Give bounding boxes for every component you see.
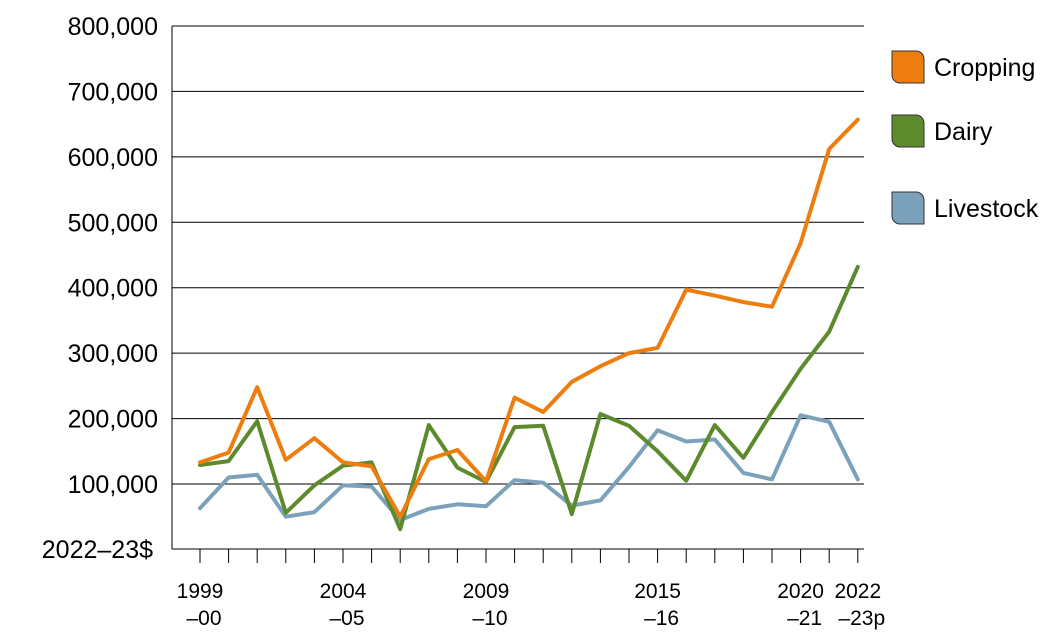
series-line-livestock <box>198 413 860 522</box>
y-axis-unit-label: 2022–23$ <box>42 536 153 564</box>
series-lines <box>198 117 860 532</box>
series-line-cropping <box>198 117 860 519</box>
series-line-dairy <box>198 264 860 532</box>
y-tick-label: 500,000 <box>68 209 158 237</box>
x-tick-labels: 1999 –00 2004 –05 2009 –10 2015 –16 2020 –21 2022 –… <box>177 580 886 630</box>
legend-swatch-livestock <box>891 191 925 225</box>
x-tick-label-suffix: –21 <box>787 607 822 630</box>
x-tick-label-year: 2004 <box>320 580 367 603</box>
x-tick-marks <box>199 549 859 563</box>
y-tick-label: 800,000 <box>68 13 158 41</box>
x-tick-label-suffix: –23p <box>838 607 885 630</box>
legend-label-dairy: Dairy <box>934 118 993 146</box>
y-tick-label: 700,000 <box>68 78 158 106</box>
y-tick-label: 600,000 <box>68 144 158 172</box>
y-tick-label: 400,000 <box>68 275 158 303</box>
y-tick-label: 100,000 <box>68 471 158 499</box>
legend: Cropping Dairy Livestock <box>891 50 1039 225</box>
y-tick-label: 200,000 <box>68 406 158 434</box>
legend-swatch-dairy <box>891 114 925 148</box>
legend-swatch-cropping <box>891 50 925 84</box>
y-tick-label: 300,000 <box>68 340 158 368</box>
y-tick-labels: 100,000 200,000 300,000 400,000 500,000 600,0… <box>68 13 158 499</box>
x-tick-label-year: 1999 <box>177 580 224 603</box>
x-tick-label-suffix: –16 <box>644 607 679 630</box>
x-tick-label-suffix: –05 <box>329 607 364 630</box>
x-tick-label-year: 2015 <box>634 580 681 603</box>
legend-label-cropping: Cropping <box>934 54 1035 82</box>
x-tick-label-year: 2022 <box>834 580 881 603</box>
x-tick-label-suffix: –10 <box>472 607 507 630</box>
legend-label-livestock: Livestock <box>934 195 1039 223</box>
gridlines <box>172 25 864 485</box>
x-tick-label-suffix: –00 <box>186 607 221 630</box>
x-tick-label-year: 2020 <box>777 580 824 603</box>
x-tick-label-year: 2009 <box>463 580 510 603</box>
